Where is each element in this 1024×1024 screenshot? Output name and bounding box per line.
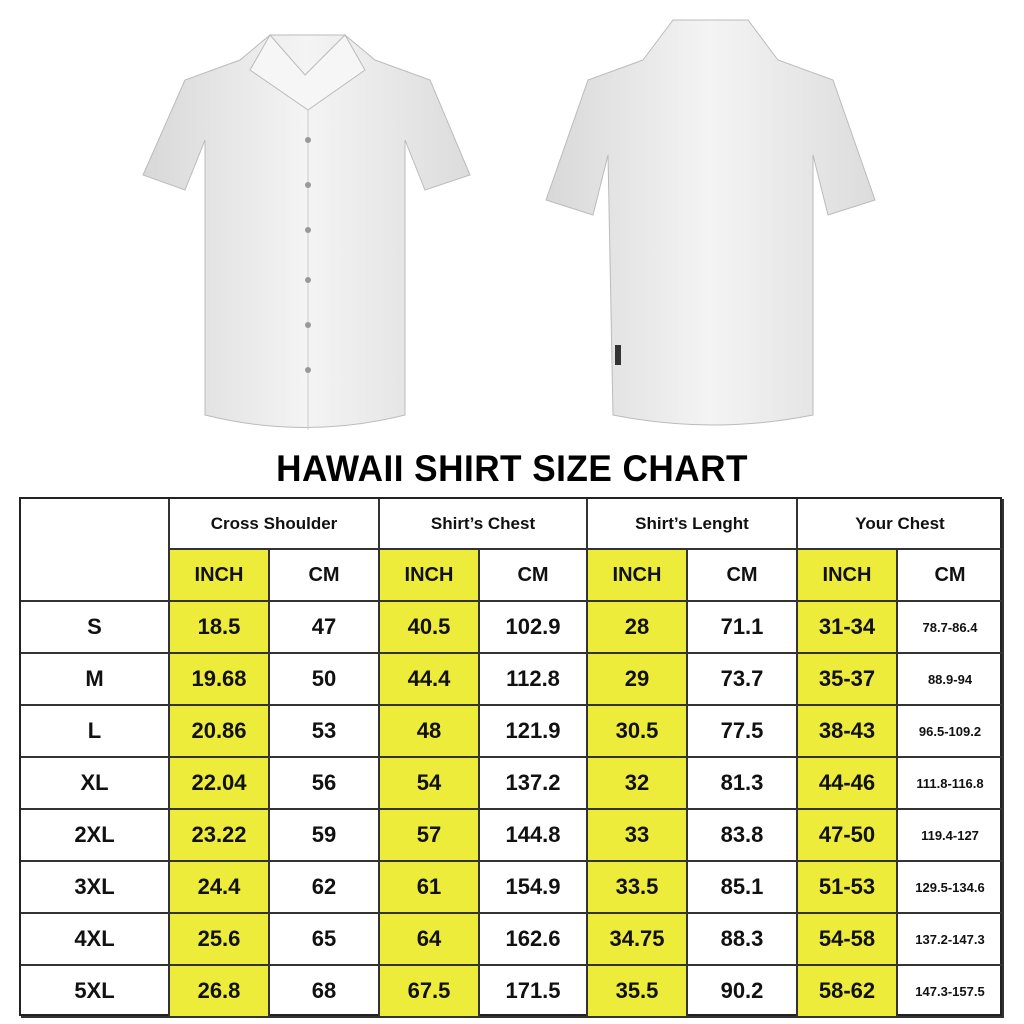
- table-cell: 19.68: [170, 654, 270, 706]
- unit-header-inch: INCH: [170, 550, 270, 602]
- size-label: 4XL: [21, 914, 170, 966]
- shirt-back-image: [545, 19, 876, 426]
- table-cell: 88.3: [688, 914, 798, 966]
- size-label: L: [21, 706, 170, 758]
- table-cell: 53: [270, 706, 380, 758]
- table-cell: 83.8: [688, 810, 798, 862]
- table-cell: 78.7-86.4: [898, 602, 1004, 654]
- shirt-front-image: [142, 34, 471, 430]
- table-cell: 64: [380, 914, 480, 966]
- table-cell: 48: [380, 706, 480, 758]
- table-cell: 23.22: [170, 810, 270, 862]
- table-cell: 71.1: [688, 602, 798, 654]
- unit-header-inch: INCH: [798, 550, 898, 602]
- table-cell: 59: [270, 810, 380, 862]
- table-cell: 51-53: [798, 862, 898, 914]
- table-cell: 33: [588, 810, 688, 862]
- column-group-header: Shirt’s Lenght: [588, 499, 798, 550]
- unit-header-cm: CM: [480, 550, 588, 602]
- table-cell: 171.5: [480, 966, 588, 1018]
- table-cell: 112.8: [480, 654, 588, 706]
- table-cell: 47-50: [798, 810, 898, 862]
- table-cell: 57: [380, 810, 480, 862]
- table-cell: 40.5: [380, 602, 480, 654]
- table-cell: 44.4: [380, 654, 480, 706]
- unit-header-cm: CM: [898, 550, 1004, 602]
- corner-cell: [21, 499, 170, 602]
- table-cell: 85.1: [688, 862, 798, 914]
- column-group-header: Cross Shoulder: [170, 499, 380, 550]
- table-cell: 58-62: [798, 966, 898, 1018]
- table-cell: 88.9-94: [898, 654, 1004, 706]
- table-cell: 56: [270, 758, 380, 810]
- table-cell: 96.5-109.2: [898, 706, 1004, 758]
- table-cell: 22.04: [170, 758, 270, 810]
- table-cell: 81.3: [688, 758, 798, 810]
- table-cell: 162.6: [480, 914, 588, 966]
- table-cell: 20.86: [170, 706, 270, 758]
- size-chart-table: Cross Shoulder Shirt’s Chest Shirt’s Lengh…: [19, 497, 1004, 1018]
- size-label: 5XL: [21, 966, 170, 1018]
- table-cell: 50: [270, 654, 380, 706]
- table-cell: 32: [588, 758, 688, 810]
- column-group-header: Your Chest: [798, 499, 1004, 550]
- table-cell: 35-37: [798, 654, 898, 706]
- table-cell: 54-58: [798, 914, 898, 966]
- table-cell: 65: [270, 914, 380, 966]
- unit-header-cm: CM: [270, 550, 380, 602]
- table-cell: 47: [270, 602, 380, 654]
- table-cell: 54: [380, 758, 480, 810]
- table-cell: 30.5: [588, 706, 688, 758]
- table-cell: 154.9: [480, 862, 588, 914]
- table-cell: 137.2: [480, 758, 588, 810]
- table-cell: 77.5: [688, 706, 798, 758]
- table-cell: 31-34: [798, 602, 898, 654]
- table-cell: 68: [270, 966, 380, 1018]
- table-cell: 67.5: [380, 966, 480, 1018]
- table-cell: 35.5: [588, 966, 688, 1018]
- table-cell: 144.8: [480, 810, 588, 862]
- table-cell: 62: [270, 862, 380, 914]
- table-cell: 61: [380, 862, 480, 914]
- table-cell: 137.2-147.3: [898, 914, 1004, 966]
- table-cell: 24.4: [170, 862, 270, 914]
- column-group-header: Shirt’s Chest: [380, 499, 588, 550]
- size-label: M: [21, 654, 170, 706]
- table-cell: 111.8-116.8: [898, 758, 1004, 810]
- table-cell: 29: [588, 654, 688, 706]
- unit-header-inch: INCH: [588, 550, 688, 602]
- table-cell: 26.8: [170, 966, 270, 1018]
- size-label: S: [21, 602, 170, 654]
- table-cell: 129.5-134.6: [898, 862, 1004, 914]
- table-cell: 18.5: [170, 602, 270, 654]
- chart-title: HAWAII SHIRT SIZE CHART: [276, 448, 748, 489]
- table-cell: 73.7: [688, 654, 798, 706]
- table-cell: 147.3-157.5: [898, 966, 1004, 1018]
- table-cell: 102.9: [480, 602, 588, 654]
- table-cell: 33.5: [588, 862, 688, 914]
- size-label: 2XL: [21, 810, 170, 862]
- table-cell: 90.2: [688, 966, 798, 1018]
- size-label: XL: [21, 758, 170, 810]
- table-cell: 121.9: [480, 706, 588, 758]
- table-cell: 44-46: [798, 758, 898, 810]
- table-cell: 38-43: [798, 706, 898, 758]
- table-cell: 28: [588, 602, 688, 654]
- table-cell: 34.75: [588, 914, 688, 966]
- table-cell: 25.6: [170, 914, 270, 966]
- unit-header-cm: CM: [688, 550, 798, 602]
- unit-header-inch: INCH: [380, 550, 480, 602]
- table-cell: 119.4-127: [898, 810, 1004, 862]
- size-label: 3XL: [21, 862, 170, 914]
